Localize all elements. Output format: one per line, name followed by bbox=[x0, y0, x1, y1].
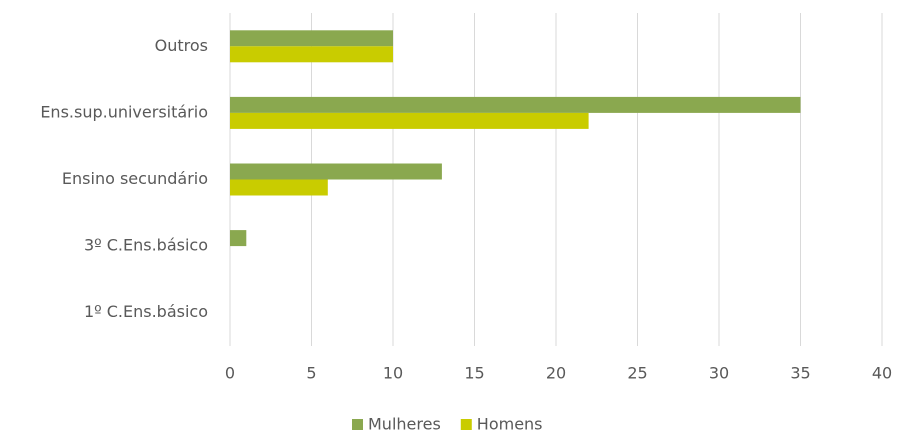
bar bbox=[230, 46, 393, 63]
legend-swatch bbox=[352, 419, 363, 430]
bar bbox=[230, 179, 328, 196]
x-tick-label: 25 bbox=[627, 364, 647, 383]
bar bbox=[230, 230, 247, 247]
legend-label: Mulheres bbox=[368, 415, 441, 434]
y-tick-label: 1º C.Ens.básico bbox=[84, 302, 208, 321]
bar bbox=[230, 30, 393, 47]
y-tick-label: Outros bbox=[155, 36, 208, 55]
bar bbox=[230, 112, 589, 129]
y-tick-label: Ens.sup.universitário bbox=[40, 102, 208, 121]
y-tick-label: 3º C.Ens.básico bbox=[84, 236, 208, 255]
x-tick-label: 20 bbox=[546, 364, 566, 383]
x-tick-label: 5 bbox=[306, 364, 316, 383]
legend-swatch bbox=[460, 419, 472, 430]
bar bbox=[230, 163, 442, 180]
x-tick-label: 30 bbox=[709, 364, 729, 383]
x-tick-label: 10 bbox=[383, 364, 403, 383]
legend-label: Homens bbox=[477, 415, 543, 434]
x-tick-label: 35 bbox=[790, 364, 810, 383]
x-tick-label: 0 bbox=[225, 364, 235, 383]
x-tick-label: 40 bbox=[872, 364, 892, 383]
y-tick-label: Ensino secundário bbox=[62, 169, 208, 188]
bar bbox=[230, 96, 801, 113]
x-tick-label: 15 bbox=[464, 364, 484, 383]
